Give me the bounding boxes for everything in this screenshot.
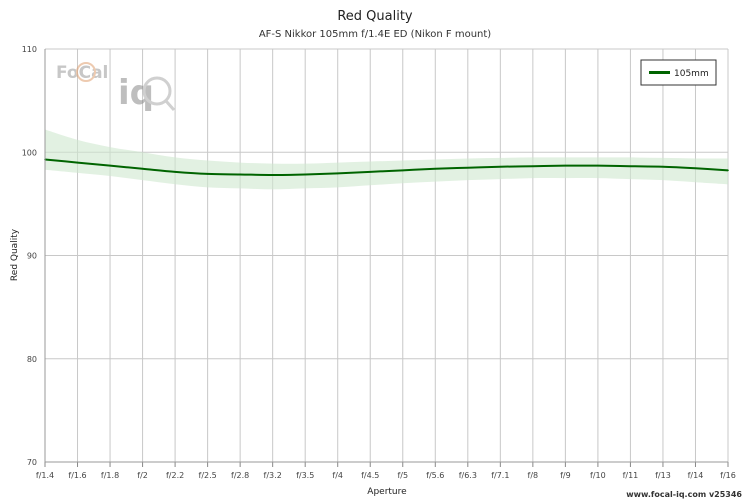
data-point (532, 165, 534, 167)
y-tick-labels: 70 80 90 100 110 (22, 45, 37, 467)
data-point (597, 164, 599, 167)
legend-label: 105mm (674, 69, 709, 79)
x-tick-label: f/14 (688, 471, 704, 480)
x-tick-label: f/7.1 (491, 471, 509, 480)
x-tick-label: f/16 (720, 471, 736, 480)
data-point (271, 174, 274, 176)
data-point (109, 164, 111, 167)
x-tick-label: f/2.8 (231, 471, 249, 480)
data-point (727, 169, 729, 172)
y-tick-label: 100 (22, 148, 37, 157)
series-line-105mm (44, 158, 729, 176)
data-point (467, 166, 469, 169)
data-point (76, 161, 79, 164)
data-point (174, 171, 176, 173)
x-tick-label: f/1.8 (101, 471, 119, 480)
logo-magnifier-icon (142, 76, 172, 106)
x-tick-label: f/9 (560, 471, 571, 480)
data-point (499, 165, 502, 168)
data-point (239, 173, 241, 176)
x-tick-label: f/13 (655, 471, 671, 480)
axes (44, 49, 729, 467)
data-point (336, 172, 339, 175)
data-point (304, 173, 306, 176)
data-point (141, 167, 144, 170)
chart-subtitle: AF-S Nikkor 105mm f/1.4E ED (Nikon F mou… (259, 29, 491, 40)
data-point (369, 171, 372, 173)
data-point (206, 173, 209, 175)
data-point (564, 164, 567, 167)
footer-credit: www.focal-iq.com v25346 (626, 490, 742, 499)
logo-iq-text: iq (118, 73, 154, 113)
x-tick-label: f/4 (332, 471, 343, 480)
y-axis-label: Red Quality (10, 228, 20, 281)
legend: 105mm (640, 59, 717, 86)
x-tick-label: f/4.5 (361, 471, 379, 480)
data-point (662, 165, 664, 168)
x-tick-label: f/10 (590, 471, 606, 480)
focal-iq-logo: FoCal iq (56, 62, 176, 113)
logo-ring (76, 62, 96, 82)
x-axis-label: Aperture (367, 487, 407, 497)
x-tick-label: f/5 (397, 471, 408, 480)
x-tick-label: f/5.6 (426, 471, 444, 480)
logo-magnifier-handle (164, 100, 176, 111)
y-tick-label: 90 (27, 252, 37, 261)
x-tick-label: f/8 (528, 471, 539, 480)
data-point (401, 169, 404, 172)
x-tick-label: f/2.5 (199, 471, 217, 480)
x-tick-label: f/3.2 (264, 471, 282, 480)
y-tick-label: 70 (27, 458, 37, 467)
logo-focal-text: FoCal (56, 63, 108, 83)
y-tick-label: 110 (22, 45, 37, 54)
data-point (694, 167, 697, 170)
y-tick-label: 80 (27, 355, 37, 364)
x-tick-label: f/1.6 (68, 471, 86, 480)
x-tick-label: f/6.3 (459, 471, 477, 480)
data-point (629, 165, 632, 167)
x-tick-label: f/11 (623, 471, 639, 480)
chart-title: Red Quality (337, 9, 413, 24)
series-line-layer (44, 158, 729, 176)
x-tick-label: f/3.5 (296, 471, 314, 480)
x-tick-label: f/2.2 (166, 471, 184, 480)
x-tick-label: f/2 (137, 471, 148, 480)
x-tick-label: f/1.4 (36, 471, 54, 480)
data-point (434, 167, 437, 170)
x-tick-labels: f/1.4 f/1.6 f/1.8 f/2 f/2.2 f/2.5 f/2.8 f/3.2 f/… (36, 471, 736, 480)
